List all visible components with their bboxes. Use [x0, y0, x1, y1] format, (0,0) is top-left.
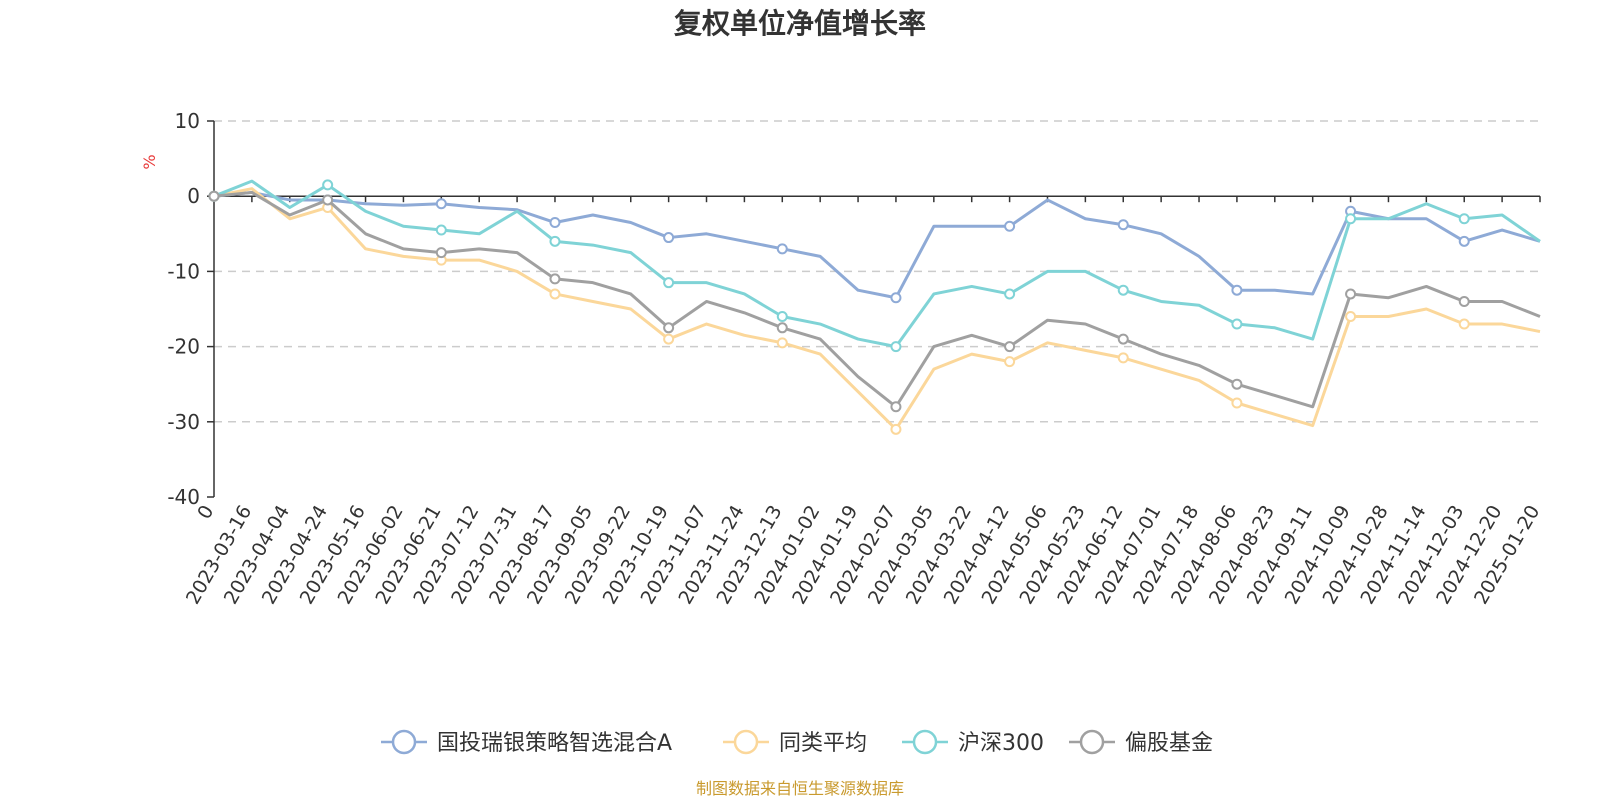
data-point [1231, 378, 1243, 390]
y-tick-label: -30 [167, 410, 200, 434]
y-tick-label: 0 [187, 184, 200, 208]
legend-item[interactable]: 偏股基金 [1069, 729, 1213, 756]
series-line [213, 190, 1541, 300]
data-point [1231, 318, 1243, 330]
y-axis-ticks: 10 0 -10 -20 -30 -40 [167, 109, 214, 509]
data-point [890, 401, 902, 413]
data-point [435, 247, 447, 259]
data-point [1004, 220, 1016, 232]
data-point [776, 337, 788, 349]
data-point [1117, 352, 1129, 364]
series-3 [208, 190, 1541, 413]
series-0 [208, 190, 1541, 304]
legend-marker [1079, 729, 1105, 755]
chart-title: 复权单位净值增长率 [674, 7, 926, 40]
data-point [1004, 356, 1016, 368]
gridlines [214, 120, 1540, 423]
data-point [1231, 397, 1243, 409]
data-point [549, 217, 561, 229]
legend-label: 沪深300 [958, 731, 1044, 756]
y-tick-label: -40 [167, 485, 200, 509]
data-point [663, 333, 675, 345]
data-point [1231, 284, 1243, 296]
data-point [208, 190, 220, 202]
data-point [1345, 288, 1357, 300]
data-point [663, 322, 675, 334]
data-point [776, 243, 788, 255]
y-tick-label: -20 [167, 335, 200, 359]
data-point [322, 179, 334, 191]
data-point [435, 224, 447, 236]
legend-marker [733, 729, 759, 755]
data-point [663, 232, 675, 244]
legend-item[interactable]: 同类平均 [723, 729, 867, 756]
legend-marker [391, 729, 417, 755]
series-line [213, 187, 1541, 431]
data-point [1458, 213, 1470, 225]
source-note: 制图数据来自恒生聚源数据库 [696, 779, 904, 798]
data-point [1004, 288, 1016, 300]
axes [213, 121, 1540, 497]
data-point [1345, 213, 1357, 225]
data-point [776, 322, 788, 334]
data-point [1458, 318, 1470, 330]
data-point [1117, 333, 1129, 345]
legend[interactable]: 国投瑞银策略智选混合A 同类平均 沪深300 偏股基金 [381, 729, 1213, 756]
series-lines [208, 179, 1541, 435]
data-point [1458, 235, 1470, 247]
legend-label: 同类平均 [779, 731, 867, 756]
data-point [322, 194, 334, 206]
data-point [890, 341, 902, 353]
series-line [213, 179, 1541, 349]
y-tick-label: 10 [175, 109, 200, 133]
data-point [1117, 219, 1129, 231]
legend-item[interactable]: 沪深300 [902, 729, 1044, 756]
data-point [1004, 341, 1016, 353]
y-axis-unit: % [140, 154, 159, 169]
data-point [549, 288, 561, 300]
x-tick-label: 0 [193, 502, 218, 523]
legend-marker [912, 729, 938, 755]
data-point [1345, 311, 1357, 323]
data-point [435, 198, 447, 210]
data-point [890, 292, 902, 304]
legend-label: 偏股基金 [1125, 731, 1213, 756]
data-point [776, 311, 788, 323]
data-point [549, 273, 561, 285]
series-line [213, 190, 1541, 409]
data-point [1458, 295, 1470, 307]
data-point [549, 235, 561, 247]
legend-item[interactable]: 国投瑞银策略智选混合A [381, 729, 672, 756]
data-point [663, 277, 675, 289]
y-tick-label: -10 [167, 259, 200, 283]
data-point [1117, 284, 1129, 296]
data-point [890, 423, 902, 435]
legend-label: 国投瑞银策略智选混合A [437, 731, 672, 756]
x-axis-ticks: 02023-03-162023-04-042023-04-242023-05-1… [182, 196, 1544, 608]
